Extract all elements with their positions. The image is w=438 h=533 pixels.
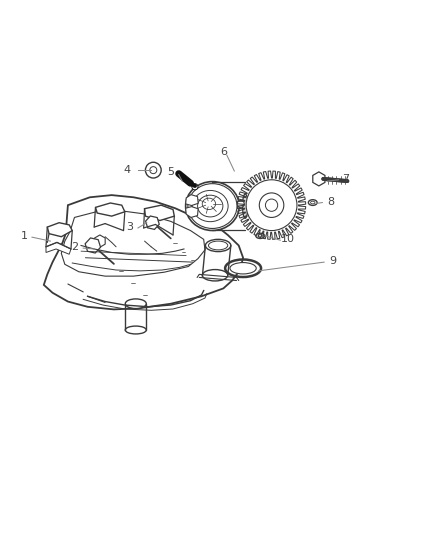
Polygon shape [46, 243, 71, 254]
Ellipse shape [202, 270, 228, 281]
Text: 3: 3 [126, 222, 133, 232]
Text: 7: 7 [343, 174, 350, 184]
Ellipse shape [125, 299, 146, 309]
Polygon shape [186, 195, 198, 206]
Polygon shape [145, 205, 174, 221]
Ellipse shape [258, 235, 262, 237]
Text: 1: 1 [21, 231, 28, 241]
Text: 5: 5 [167, 167, 174, 177]
Polygon shape [186, 207, 198, 217]
Polygon shape [47, 223, 72, 237]
Text: 8: 8 [327, 197, 334, 207]
Text: 2: 2 [71, 242, 78, 252]
Ellipse shape [125, 326, 146, 334]
Ellipse shape [230, 263, 256, 274]
Ellipse shape [311, 201, 315, 204]
Circle shape [237, 200, 244, 207]
Text: 6: 6 [220, 147, 227, 157]
Circle shape [265, 199, 278, 211]
Circle shape [150, 167, 157, 174]
Text: 4: 4 [124, 165, 131, 175]
Ellipse shape [308, 200, 317, 205]
Ellipse shape [205, 239, 231, 252]
Circle shape [246, 180, 297, 231]
Text: 9: 9 [329, 256, 336, 266]
Ellipse shape [186, 182, 239, 230]
Text: 10: 10 [281, 235, 295, 244]
Ellipse shape [256, 233, 265, 238]
Circle shape [259, 193, 284, 217]
Ellipse shape [243, 194, 248, 219]
Circle shape [145, 162, 161, 178]
Polygon shape [95, 203, 125, 216]
Circle shape [192, 184, 198, 190]
